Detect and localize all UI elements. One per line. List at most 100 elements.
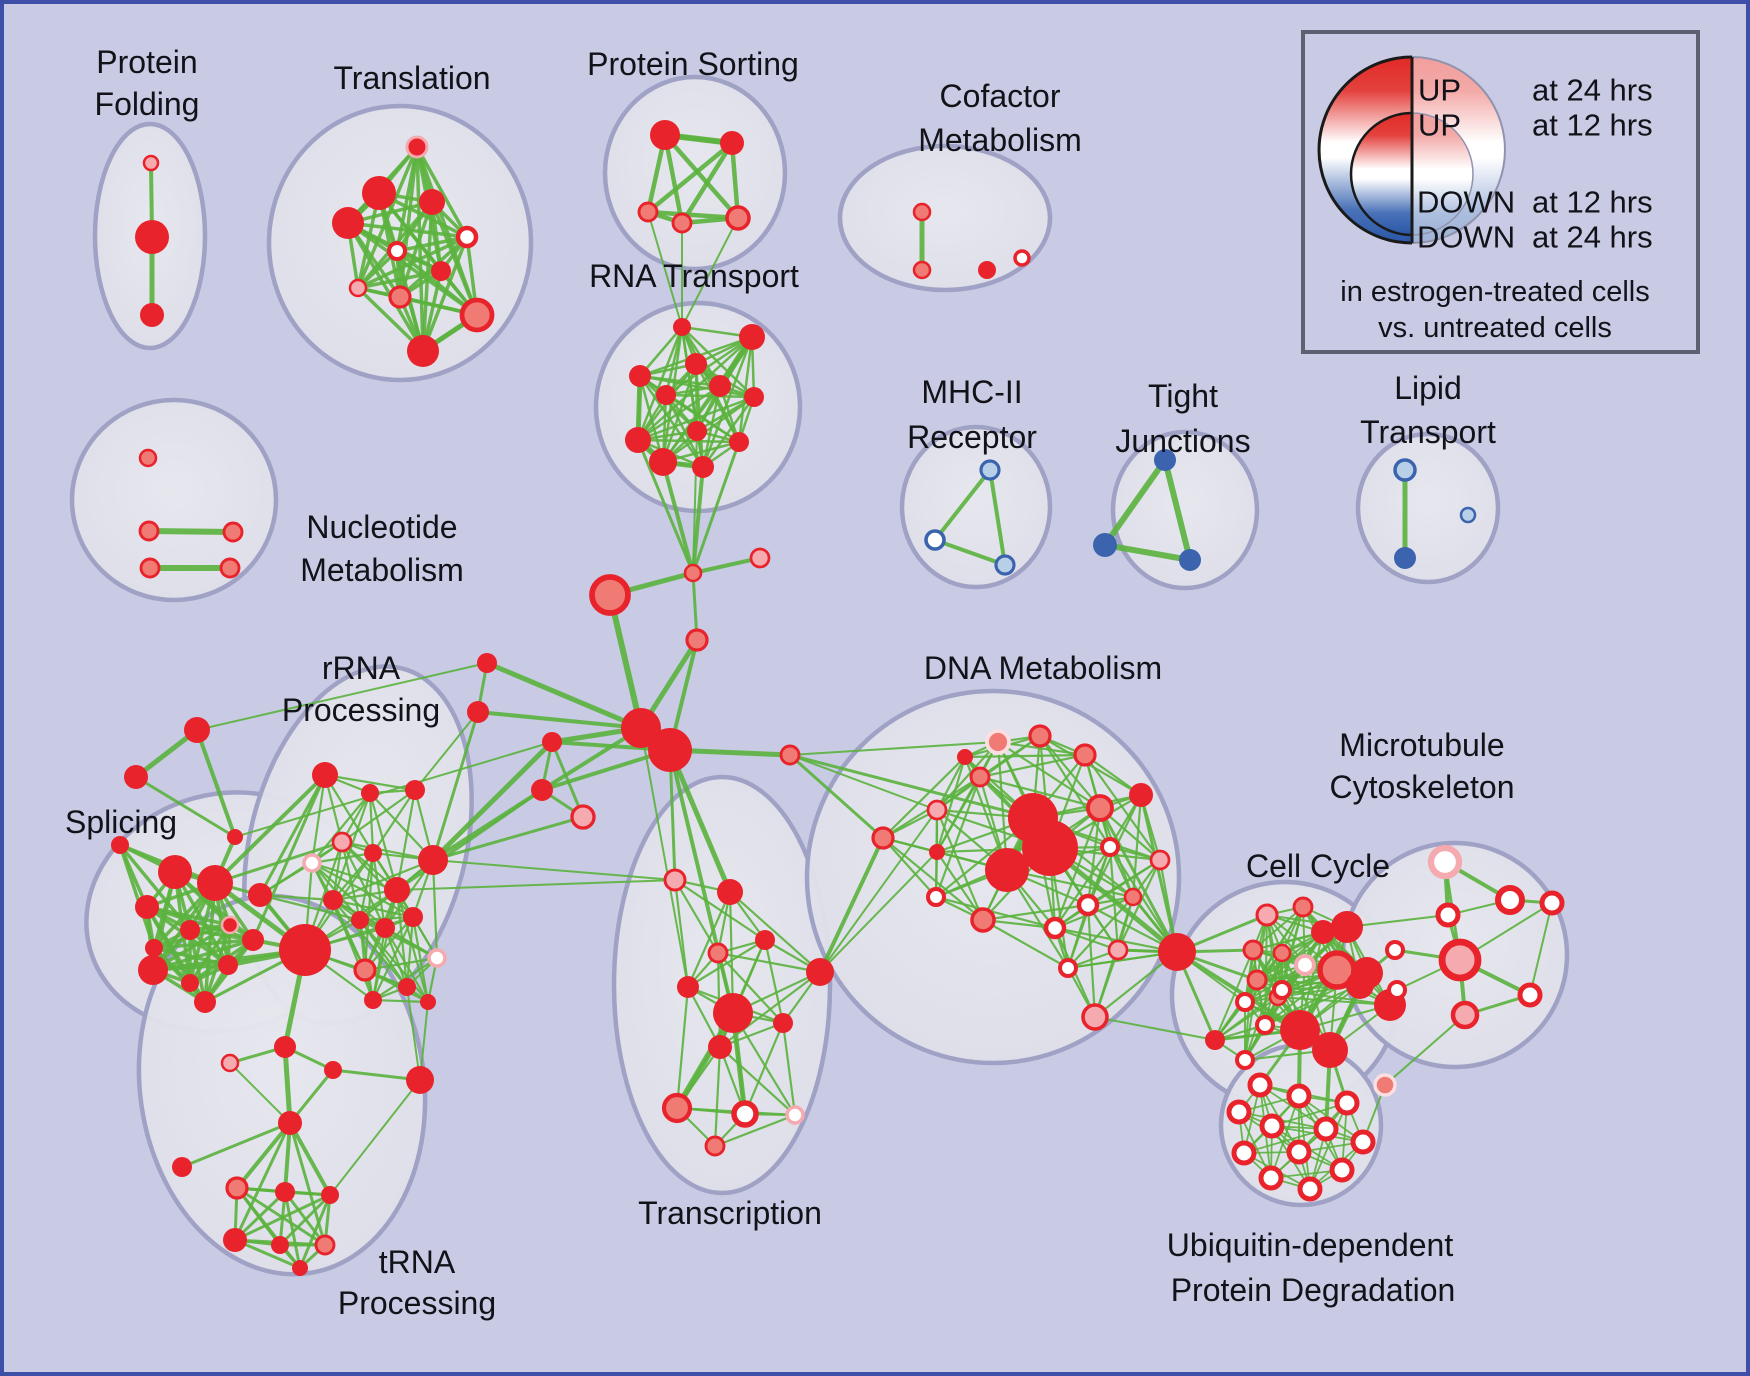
network-node[interactable] <box>1293 953 1317 977</box>
network-node[interactable] <box>1331 911 1363 943</box>
network-node[interactable] <box>1028 724 1052 748</box>
network-node[interactable] <box>589 574 631 616</box>
network-node[interactable] <box>687 421 707 441</box>
network-node[interactable] <box>739 324 765 350</box>
network-node[interactable] <box>725 205 751 231</box>
network-node[interactable] <box>419 189 445 215</box>
network-node[interactable] <box>459 297 495 333</box>
network-node[interactable] <box>912 260 932 280</box>
network-node[interactable] <box>225 1176 249 1200</box>
network-node[interactable] <box>140 303 164 327</box>
network-node[interactable] <box>621 708 661 748</box>
network-node[interactable] <box>1495 885 1525 915</box>
network-node[interactable] <box>629 365 651 387</box>
network-node[interactable] <box>673 318 691 336</box>
network-node[interactable] <box>1292 896 1314 918</box>
network-node[interactable] <box>111 836 129 854</box>
network-node[interactable] <box>1231 1140 1257 1166</box>
network-node[interactable] <box>172 1157 192 1177</box>
network-node[interactable] <box>685 353 707 375</box>
network-node[interactable] <box>1149 849 1171 871</box>
network-node[interactable] <box>135 220 169 254</box>
network-node[interactable] <box>1286 1083 1312 1109</box>
network-node[interactable] <box>704 1135 726 1157</box>
network-node[interactable] <box>1081 1003 1109 1031</box>
network-node[interactable] <box>1258 1165 1284 1191</box>
network-node[interactable] <box>1058 958 1078 978</box>
network-node[interactable] <box>427 948 447 968</box>
network-node[interactable] <box>1022 820 1078 876</box>
network-node[interactable] <box>181 974 199 992</box>
network-node[interactable] <box>135 895 159 919</box>
network-node[interactable] <box>1123 887 1143 907</box>
network-node[interactable] <box>1043 916 1067 940</box>
network-node[interactable] <box>292 1260 308 1276</box>
network-node[interactable] <box>1539 890 1565 916</box>
network-node[interactable] <box>362 176 396 210</box>
network-node[interactable] <box>806 958 834 986</box>
network-node[interactable] <box>749 547 771 569</box>
network-node[interactable] <box>321 1186 339 1204</box>
network-node[interactable] <box>661 1092 693 1124</box>
network-node[interactable] <box>570 804 596 830</box>
network-node[interactable] <box>755 930 775 950</box>
network-node[interactable] <box>142 154 160 172</box>
network-node[interactable] <box>1246 969 1268 991</box>
network-node[interactable] <box>278 1111 302 1135</box>
network-node[interactable] <box>1086 794 1114 822</box>
network-node[interactable] <box>353 958 377 982</box>
network-node[interactable] <box>223 1228 247 1252</box>
network-node[interactable] <box>1297 1176 1323 1202</box>
network-node[interactable] <box>387 241 407 261</box>
network-node[interactable] <box>1346 971 1374 999</box>
network-node[interactable] <box>388 285 412 309</box>
network-node[interactable] <box>717 879 743 905</box>
network-node[interactable] <box>477 653 497 673</box>
network-node[interactable] <box>218 955 238 975</box>
network-node[interactable] <box>271 1236 289 1254</box>
network-node[interactable] <box>663 868 687 892</box>
network-node[interactable] <box>274 1036 296 1058</box>
network-node[interactable] <box>1179 549 1201 571</box>
network-node[interactable] <box>1286 1139 1312 1165</box>
network-node[interactable] <box>1235 1050 1255 1070</box>
network-node[interactable] <box>1242 939 1264 961</box>
network-node[interactable] <box>351 911 369 929</box>
network-node[interactable] <box>1129 783 1153 807</box>
network-node[interactable] <box>929 844 945 860</box>
network-node[interactable] <box>924 529 946 551</box>
network-node[interactable] <box>405 780 425 800</box>
network-node[interactable] <box>648 728 692 772</box>
network-node[interactable] <box>398 978 416 996</box>
network-node[interactable] <box>1235 992 1255 1012</box>
network-node[interactable] <box>219 557 241 579</box>
network-node[interactable] <box>1247 1072 1273 1098</box>
network-node[interactable] <box>979 459 1001 481</box>
network-node[interactable] <box>184 717 210 743</box>
network-node[interactable] <box>1255 903 1279 927</box>
network-node[interactable] <box>332 207 364 239</box>
network-node[interactable] <box>912 202 932 222</box>
network-node[interactable] <box>220 1053 240 1073</box>
network-node[interactable] <box>158 855 192 889</box>
network-node[interactable] <box>994 554 1016 576</box>
network-node[interactable] <box>1334 1090 1360 1116</box>
network-node[interactable] <box>1272 980 1292 1000</box>
network-node[interactable] <box>985 729 1011 755</box>
network-node[interactable] <box>331 831 353 853</box>
network-node[interactable] <box>1073 743 1097 767</box>
network-node[interactable] <box>1259 1113 1285 1139</box>
network-node[interactable] <box>323 890 343 910</box>
network-node[interactable] <box>324 1061 342 1079</box>
network-node[interactable] <box>455 225 479 249</box>
network-node[interactable] <box>531 779 553 801</box>
network-node[interactable] <box>275 1182 295 1202</box>
network-node[interactable] <box>194 991 216 1013</box>
network-node[interactable] <box>180 920 200 940</box>
network-node[interactable] <box>138 520 160 542</box>
network-node[interactable] <box>138 955 168 985</box>
network-node[interactable] <box>926 887 946 907</box>
network-node[interactable] <box>707 942 729 964</box>
network-node[interactable] <box>403 907 423 927</box>
network-node[interactable] <box>744 387 764 407</box>
